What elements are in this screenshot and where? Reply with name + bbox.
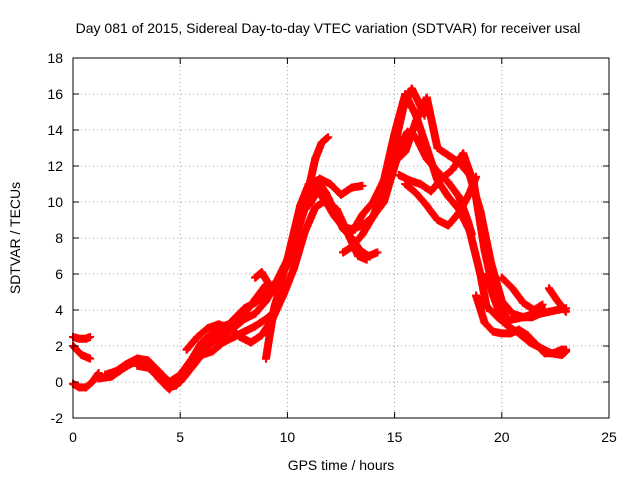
series-trace-n: [390, 93, 549, 322]
series-trace-f: [133, 133, 333, 390]
y-axis-label: SDTVAR / TECUs: [7, 182, 23, 294]
x-tick-label: 25: [601, 429, 617, 445]
grid: [73, 58, 609, 418]
series-trace-j: [261, 277, 288, 363]
series-trace: [497, 273, 546, 314]
y-tick-label: 4: [55, 302, 63, 318]
y-tick-label: 6: [55, 266, 63, 282]
series-trace: [69, 370, 102, 392]
chart-title: Day 081 of 2015, Sidereal Day-to-day VTE…: [76, 20, 581, 36]
series-trace: [401, 174, 480, 230]
series-trace-t: [497, 273, 547, 314]
series-trace-a: [69, 333, 95, 343]
series-trace: [262, 278, 287, 363]
series-trace-p: [401, 172, 481, 230]
x-tick-label: 15: [387, 429, 403, 445]
series-trace-m: [347, 90, 491, 313]
series-trace: [482, 302, 569, 359]
series-trace-c: [69, 369, 103, 392]
x-tick-label: 0: [69, 429, 77, 445]
axis-ticks: 0 5 10 15 20 25 -2 0 2 4 6 8 10 12 14 16 18: [47, 50, 617, 445]
y-tick-label: -2: [51, 410, 64, 426]
y-tick-label: 10: [47, 194, 63, 210]
y-tick-label: 18: [47, 50, 63, 66]
y-tick-label: 0: [55, 374, 63, 390]
y-tick-label: 16: [47, 86, 63, 102]
y-tick-label: 2: [55, 338, 63, 354]
x-tick-label: 20: [494, 429, 510, 445]
series-trace: [390, 93, 548, 322]
series-trace-s: [482, 302, 571, 359]
x-tick-label: 10: [280, 429, 296, 445]
x-tick-label: 5: [176, 429, 184, 445]
x-axis-label: GPS time / hours: [288, 457, 395, 473]
series-trace: [545, 284, 570, 315]
y-tick-label: 14: [47, 122, 63, 138]
series-trace: [133, 134, 332, 390]
series-layer: [69, 84, 571, 394]
series-trace-u: [544, 284, 571, 316]
y-tick-label: 12: [47, 158, 63, 174]
y-tick-label: 8: [55, 230, 63, 246]
series-trace: [347, 90, 491, 311]
